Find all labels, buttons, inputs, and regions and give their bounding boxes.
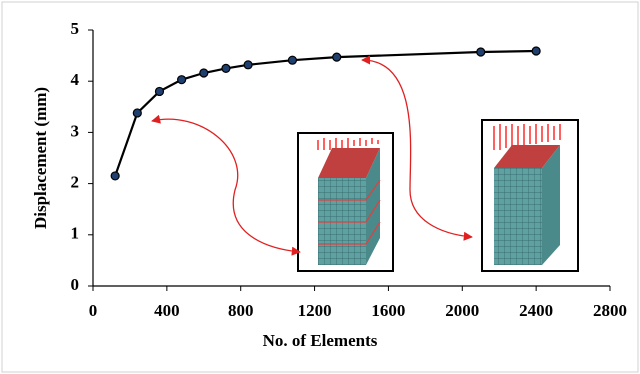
data-point xyxy=(200,69,208,77)
x-tick-label: 2800 xyxy=(593,301,627,320)
data-point xyxy=(333,53,341,61)
data-point xyxy=(111,172,119,180)
data-point xyxy=(244,61,252,69)
data-point xyxy=(133,109,141,117)
data-point xyxy=(288,56,296,64)
chart: 0 1 2 3 4 5 0 400 800 1200 1600 2000 2400 2800 No. of… xyxy=(0,0,640,374)
x-tick-label: 2400 xyxy=(519,301,553,320)
x-axis-label: No. of Elements xyxy=(263,331,378,350)
data-point xyxy=(222,64,230,72)
x-tick-label: 0 xyxy=(89,301,98,320)
y-tick-label: 5 xyxy=(71,19,80,38)
y-tick-label: 2 xyxy=(71,173,80,192)
y-tick-label: 4 xyxy=(71,70,80,89)
data-point xyxy=(477,48,485,56)
annotation-arrow xyxy=(152,119,300,252)
data-point xyxy=(532,47,540,55)
data-point xyxy=(178,76,186,84)
y-tick-label: 1 xyxy=(71,224,80,243)
y-tick-label: 0 xyxy=(71,275,80,294)
inset-left xyxy=(298,133,393,271)
x-tick-label: 800 xyxy=(228,301,254,320)
y-axis-label: Displacement (mm) xyxy=(31,87,50,229)
page: 0 1 2 3 4 5 0 400 800 1200 1600 2000 2400 2800 No. of… xyxy=(0,0,640,374)
x-tick-label: 2000 xyxy=(445,301,479,320)
inset-right xyxy=(482,120,578,271)
front-face xyxy=(494,168,542,265)
x-tick-label: 1200 xyxy=(298,301,332,320)
x-tick-label: 400 xyxy=(154,301,180,320)
data-point xyxy=(155,87,163,95)
y-tick-label: 3 xyxy=(71,121,80,140)
x-tick-label: 1600 xyxy=(371,301,405,320)
